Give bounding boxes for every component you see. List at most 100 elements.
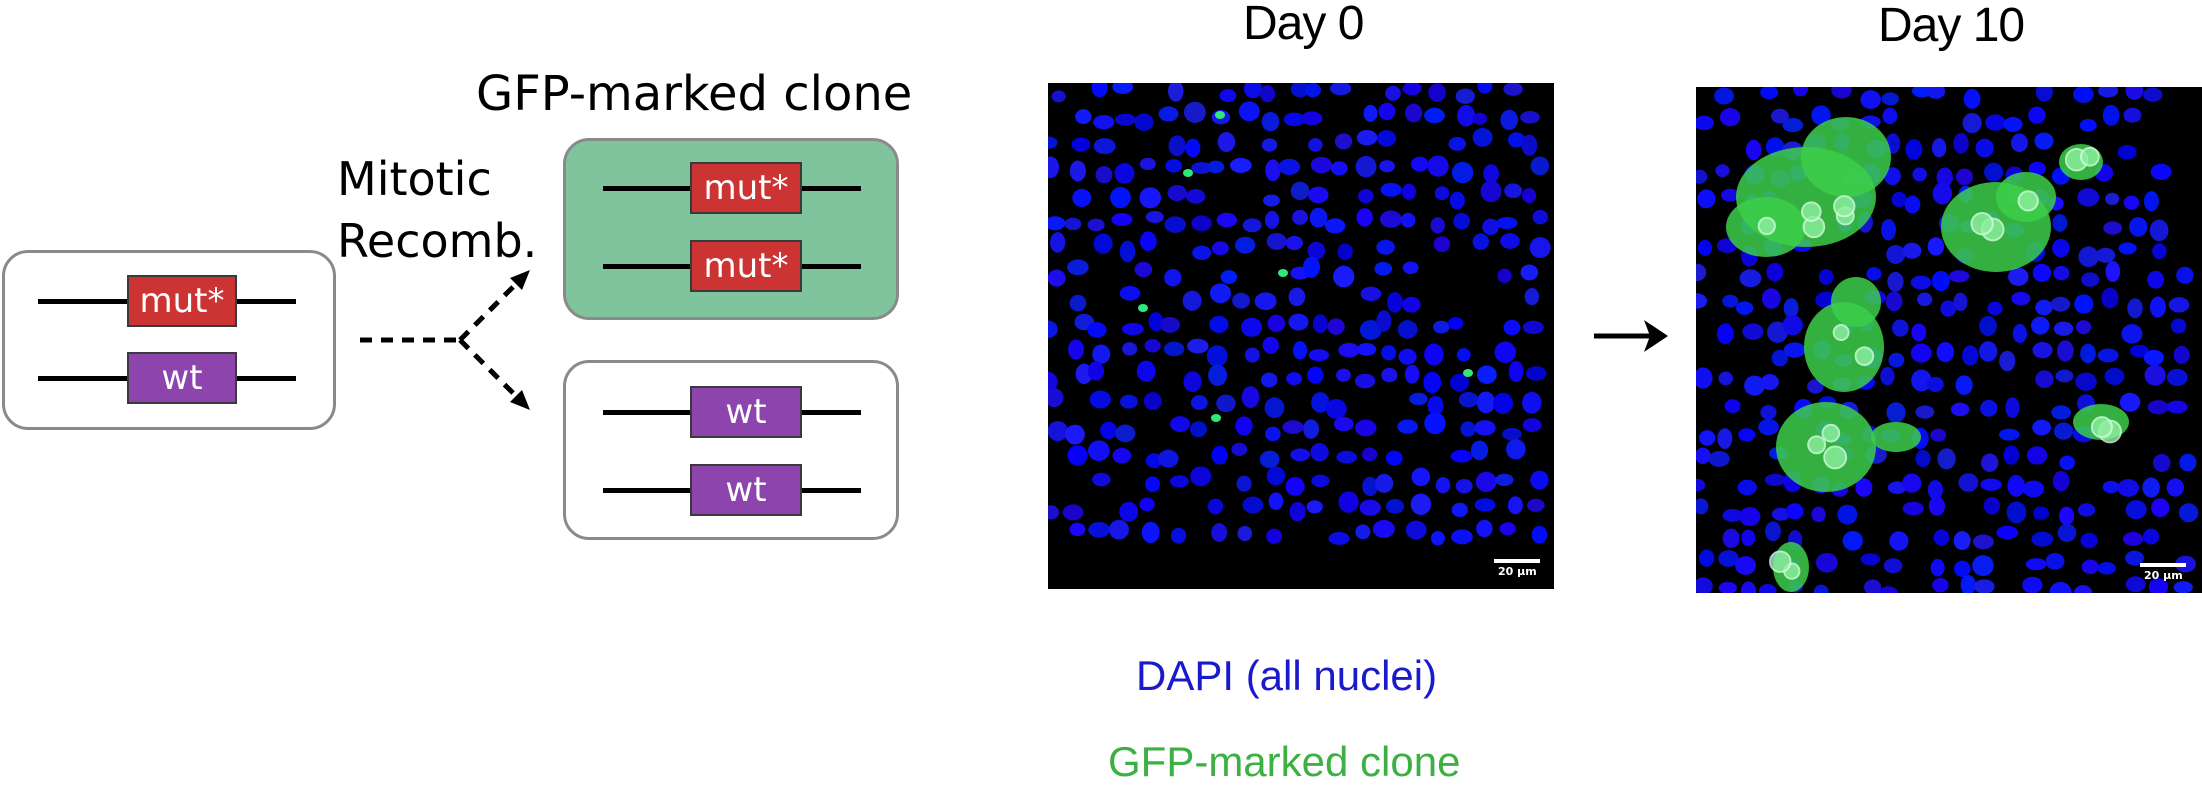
day10-scalebar [2140, 563, 2186, 567]
nucleus [1928, 496, 1946, 516]
nucleus [2125, 550, 2144, 566]
nucleus [2151, 498, 2170, 517]
nucleus [1191, 161, 1212, 175]
nucleus [1064, 217, 1082, 231]
nucleus [1813, 584, 1829, 593]
nucleus [2035, 299, 2053, 316]
nucleus [1355, 524, 1371, 540]
nucleus [1474, 498, 1496, 512]
nucleus [2008, 267, 2029, 286]
nucleus [1427, 395, 1444, 415]
nucleus [1075, 109, 1092, 125]
nucleus [1503, 83, 1523, 96]
nucleus [2105, 192, 2120, 205]
nucleus [1229, 157, 1252, 173]
nucleus [2055, 369, 2074, 383]
nucleus [1458, 391, 1479, 408]
nucleus [1495, 216, 1518, 230]
nucleus [1453, 212, 1471, 230]
nucleus [1953, 531, 1971, 551]
nucleus [1141, 521, 1160, 544]
nucleus [2166, 368, 2188, 387]
nucleus [1831, 87, 1852, 99]
clone-allele-mutant-2: mut* [690, 240, 802, 292]
nucleus [2077, 188, 2100, 207]
nucleus [1842, 530, 1863, 551]
nucleus [2052, 238, 2070, 258]
nucleus [2022, 480, 2045, 498]
nucleus [1289, 502, 1306, 522]
nucleus [1455, 88, 1476, 104]
nucleus [2050, 296, 2071, 312]
nucleus [1764, 473, 1786, 486]
nucleus [1303, 419, 1320, 440]
nucleus [2081, 559, 2099, 574]
nucleus [1301, 111, 1323, 126]
nucleus [1164, 268, 1182, 287]
nucleus [1744, 375, 1765, 396]
gfp-nucleus [1807, 435, 1827, 455]
nucleus [1530, 156, 1550, 176]
nucleus [1240, 317, 1263, 337]
nucleus [1190, 466, 1212, 487]
nucleus [1866, 267, 1882, 281]
nucleus [1451, 161, 1474, 184]
nucleus [1504, 183, 1523, 199]
nucleus [1696, 115, 1714, 131]
parent-allele-mutant: mut* [127, 275, 237, 327]
nucleus [2032, 419, 2052, 436]
nucleus [1119, 240, 1136, 263]
nucleus [1953, 560, 1971, 577]
nucleus [1148, 312, 1164, 332]
nucleus [1696, 478, 1706, 492]
nucleus [1766, 262, 1784, 282]
nucleus [1092, 344, 1111, 364]
nucleus [1905, 139, 1923, 160]
nucleus [1264, 210, 1280, 229]
gfp-clone-blob [1871, 422, 1921, 452]
nucleus [1911, 323, 1927, 342]
nucleus [1527, 498, 1545, 512]
nucleus [1887, 271, 1904, 292]
nucleus [1472, 233, 1489, 251]
nucleus [1165, 159, 1183, 173]
nucleus [1999, 350, 2016, 372]
nucleus [1911, 369, 1932, 392]
nucleus [1358, 188, 1374, 204]
nucleus [2144, 364, 2166, 386]
nucleus [1290, 181, 1310, 201]
nucleus [1330, 161, 1348, 176]
nucleus [1410, 493, 1432, 515]
nucleus [1482, 218, 1500, 236]
nucleus [1261, 111, 1280, 132]
nucleus [1143, 392, 1162, 411]
nucleus [2081, 272, 2100, 287]
nucleus [1266, 528, 1282, 544]
nucleus [1310, 156, 1333, 174]
nucleus [1114, 163, 1135, 184]
nucleus [2025, 558, 2047, 571]
nucleus [1476, 519, 1493, 538]
nucleus [1735, 556, 1757, 575]
nucleus [1385, 85, 1401, 101]
nucleus [1960, 574, 1976, 593]
nucleus [1170, 416, 1191, 432]
nucleus [1770, 108, 1789, 124]
nucleus [1402, 296, 1421, 313]
nucleus [1979, 315, 1997, 337]
nucleus [1185, 138, 1201, 158]
nucleus [1761, 288, 1781, 309]
nucleus [2032, 341, 2053, 359]
nucleus [1144, 339, 1161, 353]
nucleus [2080, 343, 2096, 364]
nucleus [1050, 231, 1066, 253]
nucleus [1048, 505, 1060, 520]
nucleus [1930, 428, 1947, 442]
nucleus [1108, 519, 1130, 540]
nucleus [1355, 155, 1377, 178]
nucleus [1334, 133, 1353, 150]
nucleus [1915, 405, 1935, 419]
nucleus [1480, 180, 1502, 203]
nucleus [1242, 496, 1264, 514]
gfp-nucleus [1854, 346, 1875, 366]
